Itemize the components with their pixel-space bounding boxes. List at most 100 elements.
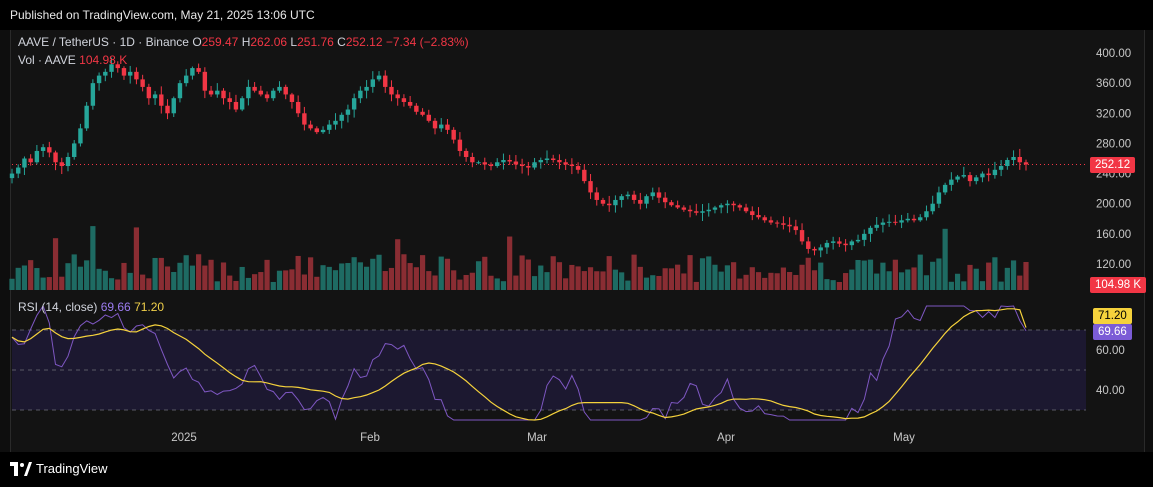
candle-body <box>152 94 158 99</box>
candle-body <box>694 211 699 213</box>
volume-bar <box>177 262 183 290</box>
candle-body <box>221 90 226 99</box>
candle-body <box>874 224 879 228</box>
volume-bar <box>108 278 115 290</box>
candle-body <box>1023 162 1029 165</box>
candle-body <box>495 162 500 167</box>
volume-bar <box>46 277 52 290</box>
volume-bar <box>531 276 538 290</box>
volume-bar <box>28 260 34 290</box>
volume-bar <box>973 268 979 290</box>
volume-bar <box>855 259 861 290</box>
volume-bar <box>513 275 519 290</box>
volume-bar <box>196 254 202 290</box>
candle-body <box>644 196 649 204</box>
candle-body <box>855 239 861 242</box>
tradingview-logo-icon <box>10 461 32 476</box>
price-tick-label: 400.00 <box>1096 48 1131 60</box>
candle-body <box>918 217 923 221</box>
candle-body <box>532 162 537 168</box>
candle-body <box>327 124 332 130</box>
volume-bar <box>121 262 127 290</box>
volume-bar <box>675 264 681 290</box>
volume-bar <box>239 266 245 290</box>
candle-body <box>849 241 855 246</box>
candle-body <box>65 156 71 167</box>
volume-bar <box>594 271 600 290</box>
volume-bar <box>370 258 376 290</box>
volume-bar <box>140 274 146 290</box>
volume-bar <box>326 266 332 290</box>
candle-body <box>607 203 612 206</box>
volume-bar <box>494 278 500 290</box>
close-value: 252.12 <box>345 35 383 49</box>
volume-bar <box>382 271 388 290</box>
rsi-ma-line <box>11 308 1027 421</box>
candle-body <box>986 173 991 176</box>
low-value: 251.76 <box>297 35 334 49</box>
volume-bar <box>152 257 158 290</box>
volume-bar <box>426 271 432 290</box>
volume-bar <box>967 264 973 290</box>
volume-bar <box>133 227 140 290</box>
volume-bar <box>432 275 438 290</box>
candle-body <box>799 230 805 242</box>
volume-bar <box>699 258 706 290</box>
volume-bar <box>830 280 836 290</box>
volume-bar <box>874 273 880 290</box>
volume-bar <box>357 262 363 290</box>
candle-body <box>862 233 867 240</box>
volume-bar <box>258 272 264 290</box>
volume-bar <box>625 280 631 290</box>
candle-body <box>308 124 313 129</box>
volume-bar <box>214 281 220 290</box>
volume-bar <box>419 255 426 290</box>
volume-label[interactable]: Vol · AAVE <box>18 53 76 67</box>
tradingview-logo[interactable]: TradingView <box>10 461 108 476</box>
candle-body <box>283 86 288 95</box>
candle-body <box>295 101 301 114</box>
candle-body <box>314 128 320 133</box>
close-label: C <box>337 35 346 49</box>
volume-bar <box>15 267 21 290</box>
rsi-ma-value: 71.20 <box>134 300 165 314</box>
symbol-label[interactable]: AAVE / TetherUS · 1D · Binance <box>18 35 189 49</box>
candle-body <box>482 162 487 165</box>
candle-body <box>588 181 593 193</box>
volume-bar <box>208 259 214 290</box>
candle-body <box>134 71 139 80</box>
candle-body <box>974 177 979 182</box>
volume-bar <box>413 267 419 290</box>
volume-bar <box>332 270 339 290</box>
candle-body <box>140 79 145 87</box>
price-tick-label: 280.00 <box>1096 138 1131 150</box>
volume-bar <box>755 272 762 290</box>
candle-body <box>662 197 668 203</box>
candle-body <box>239 98 245 110</box>
volume-bar <box>457 279 463 290</box>
volume-bar <box>706 256 712 290</box>
volume-bar <box>942 228 948 290</box>
candle-body <box>426 114 431 121</box>
candle-body <box>557 160 562 163</box>
open-value: 259.47 <box>201 35 239 49</box>
volume-bar <box>992 257 998 290</box>
candle-body <box>638 199 643 204</box>
volume-bar <box>538 265 544 290</box>
volume-bar <box>681 273 687 290</box>
volume-bar <box>264 259 270 290</box>
candle-body <box>613 199 618 206</box>
candle-body <box>513 161 519 165</box>
volume-bar <box>905 269 911 290</box>
candle-body <box>233 101 239 110</box>
rsi-legend: RSI (14, close) 69.66 71.20 <box>18 300 164 314</box>
rsi-label[interactable]: RSI (14, close) <box>18 300 98 314</box>
volume-bar <box>171 271 177 290</box>
volume-bar <box>276 270 283 290</box>
candle-body <box>389 86 394 95</box>
candle-body <box>208 90 214 95</box>
volume-bar <box>482 256 488 290</box>
volume-bar <box>40 277 46 290</box>
candle-body <box>488 164 494 167</box>
